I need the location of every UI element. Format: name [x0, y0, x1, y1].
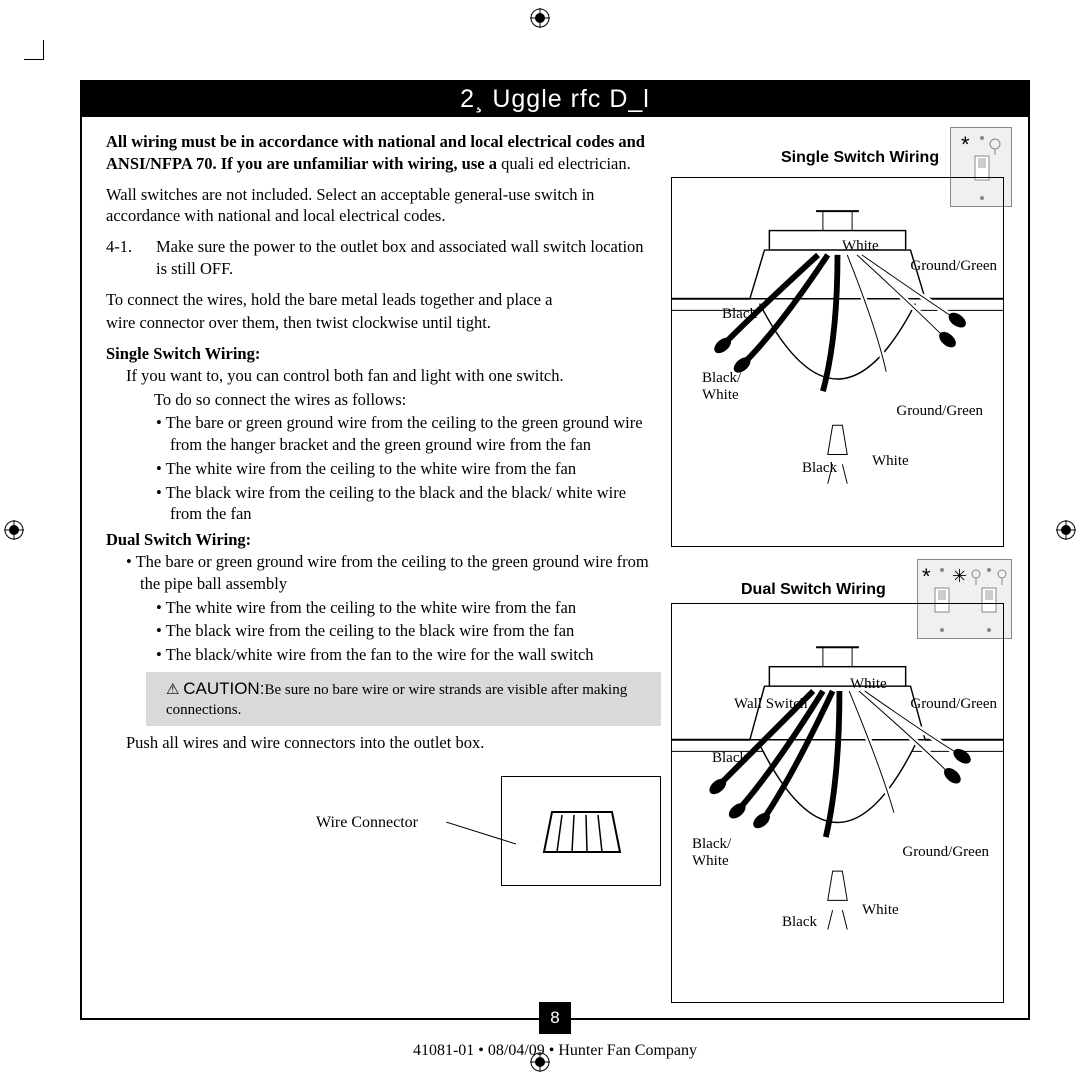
crop-mark — [24, 40, 44, 60]
footer-text: 41081-01 • 08/04/09 • Hunter Fan Company — [82, 1042, 1028, 1060]
page-number: 8 — [539, 1002, 571, 1034]
registration-mark-icon — [4, 520, 24, 540]
figure-title: Single Switch Wiring — [781, 149, 939, 167]
wire-label: Black/ White — [702, 370, 741, 403]
figure-column: Single Switch Wiring * — [671, 131, 1004, 1023]
intro-tail: quali ed electrician. — [501, 154, 631, 173]
single-bullet: • The bare or green ground wire from the… — [106, 412, 661, 456]
svg-text:✳: ✳ — [952, 566, 967, 586]
dual-bullet: • The black/white wire from the fan to t… — [106, 644, 661, 666]
wire-label: Black — [722, 306, 757, 323]
wire-label: Black/ White — [692, 836, 731, 869]
wire-label: White — [850, 676, 887, 693]
wire-connector-figure: Wire Connector — [106, 774, 661, 894]
step-number: 4-1. — [106, 236, 146, 258]
warning-icon: ⚠ — [166, 680, 179, 700]
wire-label: Ground/Green — [910, 696, 997, 713]
wire-label: White — [872, 453, 909, 470]
para-switches: Wall switches are not included. Select a… — [106, 184, 661, 228]
registration-mark-icon — [1056, 520, 1076, 540]
wire-label: Ground/Green — [902, 844, 989, 861]
para-connect-a: To connect the wires, hold the bare meta… — [106, 289, 661, 311]
registration-mark-icon — [530, 8, 550, 28]
wire-label: White — [842, 238, 879, 255]
wire-label: White — [862, 902, 899, 919]
wire-label: Black — [802, 460, 837, 477]
wire-label: Ground/Green — [910, 258, 997, 275]
page-border: 2¸ Uggle rfc D_l All wiring must be in a… — [80, 80, 1030, 1020]
wire-label: Ground/Green — [896, 403, 983, 420]
wire-connector-label: Wire Connector — [316, 812, 418, 833]
single-line1: If you want to, you can control both fan… — [106, 365, 661, 387]
caution-label: CAUTION: — [183, 679, 264, 698]
wire-label: Black — [712, 750, 747, 767]
single-line2: To do so connect the wires as follows: — [106, 389, 661, 411]
text-column: All wiring must be in accordance with na… — [106, 131, 661, 1023]
svg-text:*: * — [922, 564, 931, 589]
dual-wiring-diagram: White Ground/Green Wall Switch Black Bla… — [671, 603, 1004, 1003]
single-wiring-diagram: White Ground/Green Black Black/ White Gr… — [671, 177, 1004, 547]
wire-connector-box — [501, 776, 661, 886]
single-switch-heading: Single Switch Wiring: — [106, 343, 661, 365]
page-title: 2¸ Uggle rfc D_l — [82, 82, 1028, 117]
step-text: Make sure the power to the outlet box an… — [146, 236, 646, 280]
wire-label: Wall Switch — [734, 696, 807, 713]
dual-switch-heading: Dual Switch Wiring: — [106, 529, 661, 551]
para-connect-b: wire connector over them, then twist clo… — [106, 312, 661, 334]
dual-bullet: • The white wire from the ceiling to the… — [106, 597, 661, 619]
figure-title: Dual Switch Wiring — [741, 581, 886, 599]
dual-bullet: • The bare or green ground wire from the… — [106, 551, 661, 595]
push-wires-text: Push all wires and wire connectors into … — [106, 732, 661, 754]
dual-bullet: • The black wire from the ceiling to the… — [106, 620, 661, 642]
caution-box: ⚠ CAUTION:Be sure no bare wire or wire s… — [146, 672, 661, 727]
svg-text:*: * — [961, 132, 970, 157]
single-bullet: • The white wire from the ceiling to the… — [106, 458, 661, 480]
wire-label: Black — [782, 914, 817, 931]
single-bullet: • The black wire from the ceiling to the… — [106, 482, 661, 526]
